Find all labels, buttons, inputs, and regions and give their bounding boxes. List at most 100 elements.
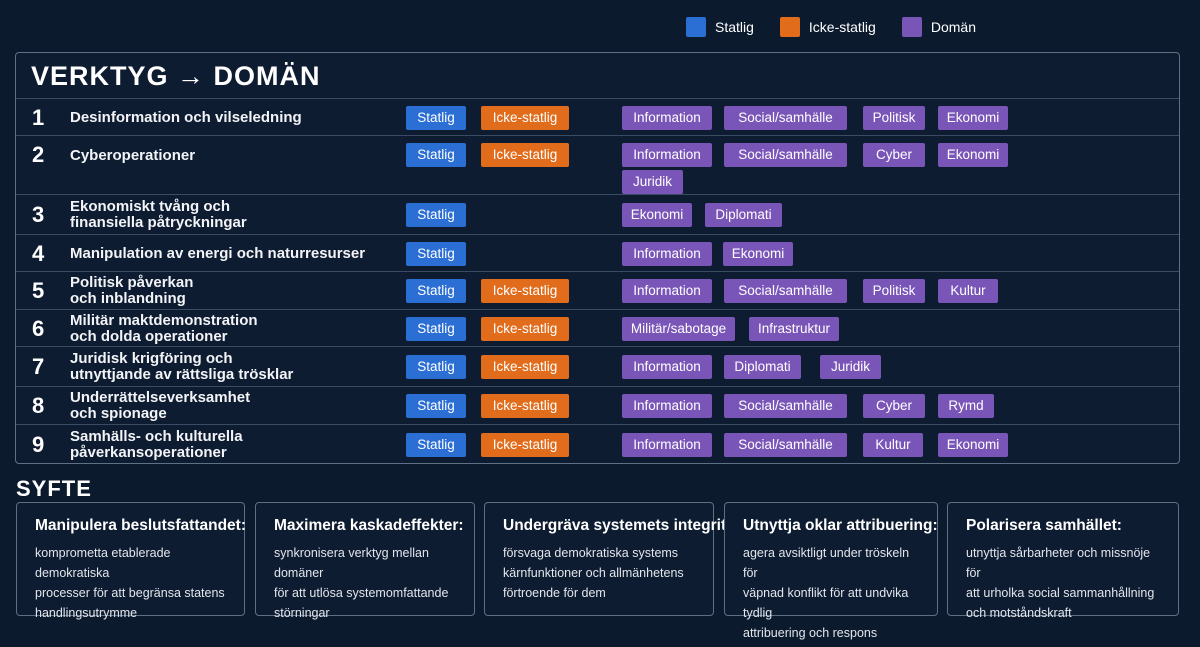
tool-name-line: Politisk påverkan	[70, 274, 194, 291]
tag-domain: Information	[622, 242, 712, 266]
purpose-card-text-line: komprometta etablerade demokratiska	[35, 546, 171, 580]
tag-domain: Rymd	[938, 394, 994, 418]
tag-icke-statlig: Icke-statlig	[481, 317, 569, 341]
purpose-card-title: Utnyttja oklar attribuering:	[743, 517, 938, 534]
tool-name-line: Militär maktdemonstration	[70, 312, 258, 329]
tool-name-line: Cyberoperationer	[70, 147, 196, 164]
table-row: 6 Militär maktdemonstration och dolda oper…	[16, 309, 1179, 346]
purpose-card-text: synkronisera verktyg mellan domäner för a…	[274, 543, 456, 623]
tool-name-line: Juridisk krigföring och	[70, 350, 233, 367]
table-row: 3 Ekonomiskt tvång och finansiella påtryck…	[16, 194, 1179, 234]
tag-domain: Information	[622, 279, 712, 303]
tool-name: Militär maktdemonstration och dolda opera…	[70, 313, 258, 345]
purpose-card-text-line: för att utlösa systemomfattande	[274, 586, 449, 600]
tool-name-line: Desinformation och vilseledning	[70, 109, 302, 126]
legend-label: Icke-statlig	[808, 19, 876, 35]
tag-domain: Ekonomi	[938, 433, 1008, 457]
purpose-card-text: komprometta etablerade demokratiska proce…	[35, 543, 226, 623]
tag-domain: Infrastruktur	[749, 317, 839, 341]
tool-name: Ekonomiskt tvång och finansiella påtryckn…	[70, 199, 247, 231]
legend-item-icke-statlig: Icke-statlig	[779, 17, 876, 37]
syfte-title: SYFTE	[16, 476, 92, 501]
legend-item-doman: Domän	[901, 17, 976, 37]
table-title: VERKTYG → DOMÄN	[31, 61, 321, 91]
tag-domain: Information	[622, 433, 712, 457]
row-number: 8	[32, 393, 45, 418]
row-number: 9	[32, 432, 45, 457]
tool-name-line: finansiella påtryckningar	[70, 214, 247, 231]
purpose-card-text-line: att urholka social sammanhållning	[966, 586, 1155, 600]
tag-domain: Information	[622, 355, 712, 379]
tag-icke-statlig: Icke-statlig	[481, 355, 569, 379]
tool-name-line: och dolda operationer	[70, 328, 228, 345]
tag-domain: Cyber	[863, 143, 925, 167]
legend-swatch-doman	[901, 17, 922, 37]
tag-statlig: Statlig	[406, 106, 466, 130]
tag-statlig: Statlig	[406, 279, 466, 303]
tag-domain: Ekonomi	[723, 242, 793, 266]
row-number: 5	[32, 278, 45, 303]
legend-swatch-icke-statlig	[779, 17, 800, 37]
purpose-card-text-line: utnyttja sårbarheter och missnöje för	[966, 546, 1151, 580]
tag-domain: Social/samhälle	[724, 106, 847, 130]
purpose-card-title: Manipulera beslutsfattandet:	[35, 517, 246, 534]
tag-domain: Social/samhälle	[724, 433, 847, 457]
tag-statlig: Statlig	[406, 242, 466, 266]
tag-icke-statlig: Icke-statlig	[481, 433, 569, 457]
tool-name: Samhälls- och kulturella påverkansoperati…	[70, 429, 243, 461]
row-number: 6	[32, 316, 45, 341]
table-row: 7 Juridisk krigföring och utnyttjande av r…	[16, 346, 1179, 386]
tag-domain: Kultur	[863, 433, 923, 457]
tool-name: Politisk påverkan och inblandning	[70, 275, 193, 307]
purpose-card: Polarisera samhället: utnyttja sårbarhete…	[947, 502, 1179, 620]
table-row: 4 Manipulation av energi och naturresurse…	[16, 234, 1179, 271]
row-number: 1	[32, 105, 45, 130]
purpose-card-text-line: förtroende för dem	[503, 586, 606, 600]
tool-name-line: och spionage	[70, 405, 167, 422]
tag-icke-statlig: Icke-statlig	[481, 143, 569, 167]
purpose-card-text-line: handlingsutrymme	[35, 606, 138, 620]
tool-name: Underrättelseverksamhet och spionage	[70, 390, 250, 422]
purpose-card-text-line: kärnfunktioner och allmänhetens	[503, 566, 684, 580]
tool-name-line: Samhälls- och kulturella	[70, 428, 243, 445]
tag-domain: Social/samhälle	[724, 143, 847, 167]
row-number: 3	[32, 202, 45, 227]
purpose-card-text-line: agera avsiktligt under tröskeln för	[743, 546, 910, 580]
tag-domain: Social/samhälle	[724, 279, 847, 303]
tag-domain: Politisk	[863, 106, 925, 130]
tag-icke-statlig: Icke-statlig	[481, 279, 569, 303]
purpose-card-text-line: synkronisera verktyg mellan domäner	[274, 546, 429, 580]
purpose-card-text: försvaga demokratiska systems kärnfunktio…	[503, 543, 695, 603]
tools-domains-table: VERKTYG → DOMÄN 1 Desinformation och vils…	[15, 52, 1180, 464]
tag-statlig: Statlig	[406, 394, 466, 418]
purpose-card-title: Undergräva systemets integritet:	[503, 517, 746, 534]
tool-name-line: påverkansoperationer	[70, 444, 227, 461]
legend: Statlig Icke-statlig Domän	[686, 17, 976, 37]
tool-name-line: utnyttjande av rättsliga trösklar	[70, 366, 294, 383]
purpose-card-title: Polarisera samhället:	[966, 517, 1122, 534]
tag-domain: Cyber	[863, 394, 925, 418]
table-row: 1 Desinformation och vilseledning Statlig I…	[16, 98, 1179, 135]
tag-domain: Juridik	[622, 170, 683, 194]
purpose-card-text: utnyttja sårbarheter och missnöje för att…	[966, 543, 1160, 623]
tool-name-line: och inblandning	[70, 290, 186, 307]
tool-name: Manipulation av energi och naturresurser	[70, 246, 365, 262]
purpose-card-text-line: processer för att begränsa statens	[35, 586, 225, 600]
tag-domain: Information	[622, 143, 712, 167]
tag-domain: Diplomati	[705, 203, 782, 227]
tool-name-line: Manipulation av energi och naturresurser	[70, 245, 366, 262]
tag-statlig: Statlig	[406, 317, 466, 341]
table-row: 5 Politisk påverkan och inblandning Statlig…	[16, 271, 1179, 309]
tool-name-line: Underrättelseverksamhet	[70, 389, 251, 406]
tag-domain: Ekonomi	[622, 203, 692, 227]
tool-name: Desinformation och vilseledning	[70, 110, 302, 126]
tag-domain: Juridik	[820, 355, 881, 379]
table-row: 8 Underrättelseverksamhet och spionage Stat…	[16, 386, 1179, 424]
purpose-card-text-line: väpnad konflikt för att undvika tydlig	[743, 586, 909, 620]
purpose-card-title: Maximera kaskadeffekter:	[274, 517, 464, 534]
purpose-card: Manipulera beslutsfattandet: komprometta …	[16, 502, 246, 620]
tag-statlig: Statlig	[406, 355, 466, 379]
tag-icke-statlig: Icke-statlig	[481, 106, 569, 130]
tag-domain: Ekonomi	[938, 143, 1008, 167]
tag-icke-statlig: Icke-statlig	[481, 394, 569, 418]
